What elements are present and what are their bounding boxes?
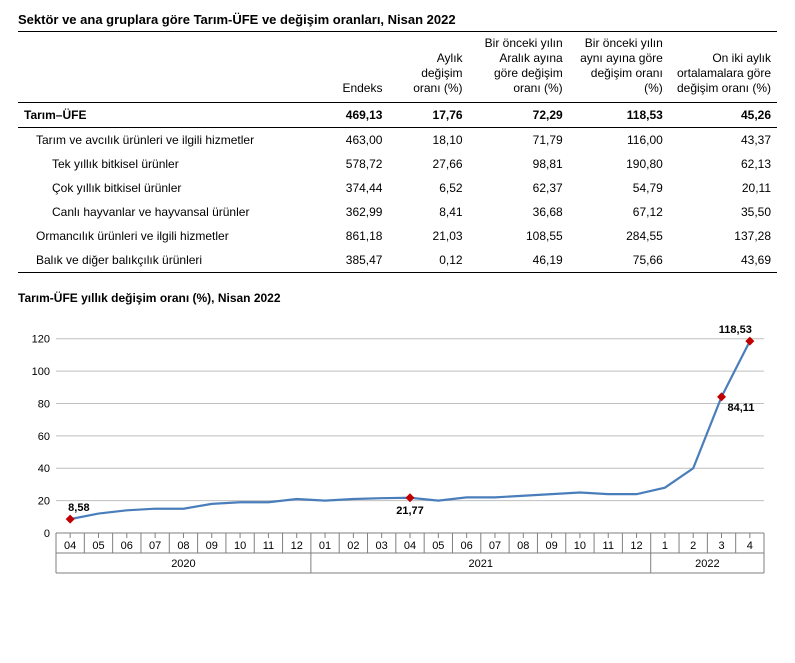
svg-text:10: 10 <box>234 540 246 552</box>
cell-value: 578,72 <box>318 152 388 176</box>
cell-value: 385,47 <box>318 248 388 273</box>
column-header: Bir önceki yılın aynı ayına göre değişim… <box>569 32 669 103</box>
svg-text:4: 4 <box>747 540 753 552</box>
cell-value: 8,41 <box>388 200 468 224</box>
cell-value: 284,55 <box>569 224 669 248</box>
table-row: Çok yıllık bitkisel ürünler374,446,5262,… <box>18 176 777 200</box>
svg-text:21,77: 21,77 <box>396 505 424 517</box>
svg-text:09: 09 <box>545 540 557 552</box>
row-label: Çok yıllık bitkisel ürünler <box>18 176 318 200</box>
cell-value: 43,37 <box>669 128 777 153</box>
table-row: Tarım–ÜFE469,1317,7672,29118,5345,26 <box>18 103 777 128</box>
row-label: Tek yıllık bitkisel ürünler <box>18 152 318 176</box>
line-chart: 0204060801001200405060708091011120102030… <box>18 311 776 581</box>
cell-value: 27,66 <box>388 152 468 176</box>
row-label: Canlı hayvanlar ve hayvansal ürünler <box>18 200 318 224</box>
svg-text:05: 05 <box>92 540 104 552</box>
svg-text:84,11: 84,11 <box>728 402 755 414</box>
column-header: On iki aylık ortalamalara göre değişim o… <box>669 32 777 103</box>
cell-value: 36,68 <box>469 200 569 224</box>
column-header: Aylık değişim oranı (%) <box>388 32 468 103</box>
cell-value: 362,99 <box>318 200 388 224</box>
svg-text:06: 06 <box>121 540 133 552</box>
cell-value: 17,76 <box>388 103 468 128</box>
table-row: Balık ve diğer balıkçılık ürünleri385,47… <box>18 248 777 273</box>
svg-text:04: 04 <box>404 540 416 552</box>
table-row: Tek yıllık bitkisel ürünler578,7227,6698… <box>18 152 777 176</box>
cell-value: 6,52 <box>388 176 468 200</box>
table-row: Tarım ve avcılık ürünleri ve ilgili hizm… <box>18 128 777 153</box>
svg-text:120: 120 <box>32 334 50 346</box>
cell-value: 45,26 <box>669 103 777 128</box>
svg-text:3: 3 <box>718 540 724 552</box>
row-label: Tarım ve avcılık ürünleri ve ilgili hizm… <box>18 128 318 153</box>
cell-value: 54,79 <box>569 176 669 200</box>
cell-value: 67,12 <box>569 200 669 224</box>
data-table: EndeksAylık değişim oranı (%)Bir önceki … <box>18 32 777 273</box>
svg-text:10: 10 <box>574 540 586 552</box>
cell-value: 35,50 <box>669 200 777 224</box>
svg-text:11: 11 <box>603 540 614 552</box>
column-header <box>18 32 318 103</box>
svg-text:02: 02 <box>347 540 359 552</box>
svg-text:05: 05 <box>432 540 444 552</box>
cell-value: 98,81 <box>469 152 569 176</box>
cell-value: 43,69 <box>669 248 777 273</box>
cell-value: 72,29 <box>469 103 569 128</box>
svg-text:07: 07 <box>489 540 501 552</box>
svg-text:2: 2 <box>690 540 696 552</box>
row-label: Balık ve diğer balıkçılık ürünleri <box>18 248 318 273</box>
svg-text:80: 80 <box>38 398 50 410</box>
table-row: Ormancılık ürünleri ve ilgili hizmetler8… <box>18 224 777 248</box>
svg-text:100: 100 <box>32 366 50 378</box>
cell-value: 861,18 <box>318 224 388 248</box>
svg-text:08: 08 <box>517 540 529 552</box>
svg-text:06: 06 <box>461 540 473 552</box>
table-title: Sektör ve ana gruplara göre Tarım-ÜFE ve… <box>18 12 777 32</box>
cell-value: 374,44 <box>318 176 388 200</box>
svg-text:20: 20 <box>38 496 50 508</box>
svg-text:60: 60 <box>38 431 50 443</box>
cell-value: 75,66 <box>569 248 669 273</box>
cell-value: 62,37 <box>469 176 569 200</box>
cell-value: 137,28 <box>669 224 777 248</box>
cell-value: 21,03 <box>388 224 468 248</box>
row-label: Tarım–ÜFE <box>18 103 318 128</box>
svg-text:09: 09 <box>206 540 218 552</box>
cell-value: 20,11 <box>669 176 777 200</box>
table-row: Canlı hayvanlar ve hayvansal ürünler362,… <box>18 200 777 224</box>
row-label: Ormancılık ürünleri ve ilgili hizmetler <box>18 224 318 248</box>
column-header: Endeks <box>318 32 388 103</box>
svg-text:118,53: 118,53 <box>719 324 752 336</box>
cell-value: 463,00 <box>318 128 388 153</box>
svg-text:04: 04 <box>64 540 76 552</box>
svg-text:07: 07 <box>149 540 161 552</box>
svg-text:1: 1 <box>662 540 668 552</box>
cell-value: 118,53 <box>569 103 669 128</box>
cell-value: 469,13 <box>318 103 388 128</box>
cell-value: 46,19 <box>469 248 569 273</box>
svg-text:8,58: 8,58 <box>68 502 89 514</box>
svg-text:03: 03 <box>376 540 388 552</box>
cell-value: 18,10 <box>388 128 468 153</box>
cell-value: 0,12 <box>388 248 468 273</box>
svg-text:01: 01 <box>319 540 331 552</box>
column-header: Bir önceki yılın Aralık ayına göre değiş… <box>469 32 569 103</box>
svg-text:2022: 2022 <box>695 558 719 570</box>
cell-value: 116,00 <box>569 128 669 153</box>
svg-text:12: 12 <box>630 540 642 552</box>
chart-title: Tarım-ÜFE yıllık değişim oranı (%), Nisa… <box>18 291 777 305</box>
svg-text:12: 12 <box>291 540 303 552</box>
cell-value: 62,13 <box>669 152 777 176</box>
svg-text:2020: 2020 <box>171 558 195 570</box>
svg-text:2021: 2021 <box>469 558 493 570</box>
svg-text:40: 40 <box>38 463 50 475</box>
svg-text:08: 08 <box>177 540 189 552</box>
cell-value: 108,55 <box>469 224 569 248</box>
svg-text:11: 11 <box>263 540 274 552</box>
cell-value: 71,79 <box>469 128 569 153</box>
cell-value: 190,80 <box>569 152 669 176</box>
svg-text:0: 0 <box>44 528 50 540</box>
